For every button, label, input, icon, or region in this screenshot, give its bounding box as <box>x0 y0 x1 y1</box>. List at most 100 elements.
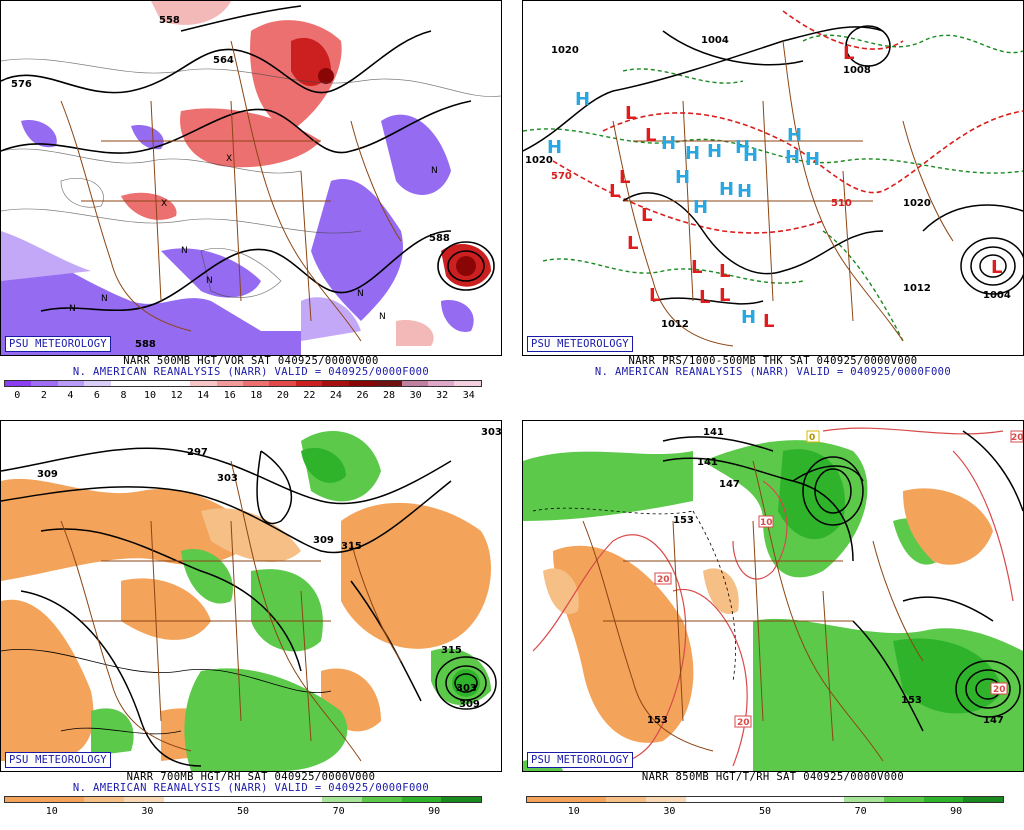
colorbar-tick-label: 24 <box>329 390 342 401</box>
low-pressure-marker: L <box>645 125 656 146</box>
high-pressure-marker: H <box>737 181 752 202</box>
colorbar-tick-label: 26 <box>356 390 369 401</box>
high-pressure-marker: H <box>675 167 690 188</box>
colorbar-swatch <box>804 797 845 802</box>
psu-meteorology-badge: PSU METEOROLOGY <box>5 752 111 768</box>
colorbar-tick-label: 90 <box>428 806 441 817</box>
map-700mb: 309 297 303 309 315 315 303 309 303 PSU … <box>0 420 502 772</box>
low-pressure-marker: L <box>763 311 774 332</box>
contour-label-564: 564 <box>213 55 234 66</box>
contour-label-576: 576 <box>11 79 32 90</box>
colorbar-swatch <box>348 381 376 386</box>
svg-text:X: X <box>226 154 232 164</box>
isobar-label-1004b: 1004 <box>983 290 1011 301</box>
colorbar-swatch <box>527 797 567 802</box>
high-pressure-marker: H <box>685 143 700 164</box>
svg-text:N: N <box>431 166 438 176</box>
colorbar-swatch <box>454 381 481 386</box>
colorbar-swatch <box>884 797 924 802</box>
colorbar-tick-label: 50 <box>236 806 250 817</box>
colorbar-swatch <box>295 381 323 386</box>
colorbar-tick-label: 32 <box>436 390 449 401</box>
low-pressure-marker: L <box>719 261 730 282</box>
svg-text:N: N <box>101 294 108 304</box>
colorbar-tick-label: 0 <box>14 390 21 401</box>
rh-colorbar-ticks: 10 30 50 70 90 <box>4 806 482 818</box>
low-pressure-marker: L <box>991 257 1002 278</box>
low-pressure-marker: L <box>649 285 660 306</box>
colorbar-swatch <box>190 381 217 386</box>
colorbar-tick-label: 8 <box>120 390 127 401</box>
colorbar-tick-label: 22 <box>303 390 316 401</box>
low-pressure-marker: L <box>627 233 638 254</box>
height-label-141b: 141 <box>697 457 718 468</box>
rh-colorbar-ticks: 10 30 50 70 90 <box>526 806 1004 818</box>
colorbar-swatch <box>401 381 428 386</box>
isobar-label-1020c: 1020 <box>903 198 931 209</box>
contour-label-588: 588 <box>429 233 450 244</box>
high-pressure-marker: H <box>575 89 590 110</box>
rh-colorbar <box>4 796 482 803</box>
colorbar-swatch <box>375 381 402 386</box>
colorbar-swatch <box>84 381 111 386</box>
colorbar-swatch <box>31 381 58 386</box>
panel-500mb-vorticity: 576 564 558 588 588 N N N N N N N X X PSU METE… <box>0 0 502 410</box>
colorbar-tick-label: 4 <box>67 390 74 401</box>
isobar-label-1020b: 1020 <box>525 155 553 166</box>
colorbar-swatch <box>606 797 647 802</box>
colorbar-swatch <box>203 797 244 802</box>
high-pressure-marker: H <box>787 125 802 146</box>
product-caption: NARR 850MB HGT/T/RH SAT 040925/0000V000 <box>641 771 905 783</box>
colorbar-tick-label: 14 <box>197 390 210 401</box>
colorbar-tick-label: 10 <box>144 390 157 401</box>
svg-text:N: N <box>181 246 188 256</box>
height-label-315b: 315 <box>441 645 462 656</box>
map-850mb: 141 141 147 153 153 153 147 0 10 20 20 2… <box>522 420 1024 772</box>
svg-text:X: X <box>161 199 167 209</box>
high-pressure-marker: H <box>661 133 676 154</box>
rh-colorbar <box>526 796 1004 803</box>
colorbar-tick-label: 50 <box>758 806 772 817</box>
height-label-297: 297 <box>187 447 208 458</box>
high-pressure-marker: H <box>707 141 722 162</box>
colorbar-swatch <box>124 797 164 802</box>
colorbar-swatch <box>137 381 164 386</box>
colorbar-tick-label: 2 <box>40 390 47 401</box>
colorbar-swatch <box>322 381 349 386</box>
low-pressure-marker: L <box>843 43 854 64</box>
height-label-303b: 303 <box>456 683 477 694</box>
colorbar-tick-label: 20 <box>276 390 289 401</box>
product-caption: NARR 500MB HGT/VOR SAT 040925/0000V000 <box>123 355 379 367</box>
colorbar-swatch <box>44 797 85 802</box>
colorbar-tick-label: 30 <box>409 390 422 401</box>
colorbar-swatch <box>216 381 243 386</box>
height-label-153b: 153 <box>647 715 668 726</box>
psu-meteorology-badge: PSU METEOROLOGY <box>527 336 633 352</box>
low-pressure-marker: L <box>619 167 630 188</box>
low-pressure-marker: L <box>625 103 636 124</box>
valid-caption: N. AMERICAN REANALYSIS (NARR) VALID = 04… <box>72 782 430 794</box>
svg-text:N: N <box>357 289 364 299</box>
colorbar-swatch <box>765 797 805 802</box>
thickness-label-510: 510 <box>831 198 852 209</box>
colorbar-swatch <box>5 797 45 802</box>
colorbar-swatch <box>685 797 726 802</box>
colorbar-swatch <box>401 797 442 802</box>
contour-label-588b: 588 <box>135 339 156 350</box>
colorbar-tick-label: 34 <box>462 390 475 401</box>
colorbar-tick-label: 12 <box>170 390 183 401</box>
temp-label-20d: 20 <box>1011 433 1023 443</box>
height-label-147a: 147 <box>719 479 740 490</box>
colorbar-swatch <box>110 381 138 386</box>
panel-pressure-thickness: 1020 1004 1008 1020 570 1012 1012 1004 1… <box>522 0 1024 410</box>
high-pressure-marker: H <box>735 137 750 158</box>
temp-label-20a: 20 <box>657 575 670 585</box>
thickness-label-570: 570 <box>551 171 572 182</box>
colorbar-swatch <box>844 797 885 802</box>
colorbar-tick-label: 18 <box>250 390 263 401</box>
colorbar-swatch <box>963 797 1004 802</box>
colorbar-tick-label: 30 <box>141 806 154 817</box>
colorbar-swatch <box>725 797 766 802</box>
colorbar-swatch <box>84 797 125 802</box>
colorbar-tick-label: 70 <box>854 806 867 817</box>
